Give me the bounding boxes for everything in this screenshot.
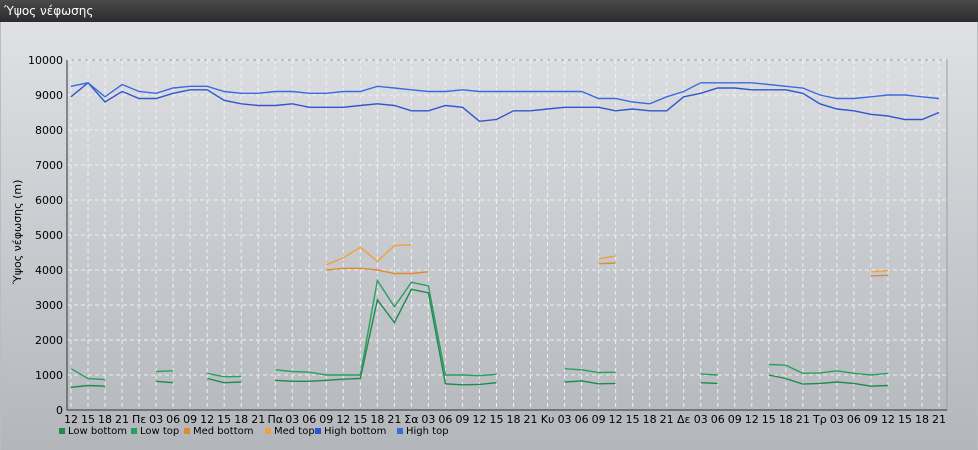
legend-label-1: Low top: [140, 426, 179, 437]
x-tick-label-46: 06: [847, 413, 861, 426]
x-tick-label-32: 12: [609, 413, 623, 426]
x-tick-label-15: 09: [319, 413, 333, 426]
x-tick-label-42: 18: [779, 413, 793, 426]
x-tick-label-2: 18: [98, 413, 112, 426]
x-tick-label-21: 03: [421, 413, 435, 426]
legend-swatch-3: [265, 428, 271, 434]
x-tick-label-44: Τρ: [812, 413, 827, 426]
x-tick-label-9: 15: [217, 413, 231, 426]
y-tick-label-10: 10000: [28, 54, 63, 67]
x-tick-label-47: 09: [864, 413, 878, 426]
x-tick-label-10: 18: [234, 413, 248, 426]
chart-grid: [66, 59, 948, 411]
window-title: Ύψος νέφωσης: [4, 4, 94, 18]
y-tick-label-6: 6000: [35, 194, 63, 207]
x-tick-label-49: 15: [898, 413, 912, 426]
x-tick-label-0: 12: [64, 413, 78, 426]
y-axis: 0 1000 2000 3000 4000 5000 6000 7000 8000 9000 100…: [28, 54, 63, 417]
x-tick-label-48: 12: [881, 413, 895, 426]
chart-panel: 0 1000 2000 3000 4000 5000 6000 7000 8000 9000 100…: [1, 22, 977, 450]
series-line-low-bottom: [70, 288, 888, 388]
legend-swatch-4: [315, 428, 321, 434]
x-tick-label-5: 03: [149, 413, 163, 426]
x-tick-label-50: 18: [915, 413, 929, 426]
x-tick-label-8: 12: [200, 413, 214, 426]
series-line-high-top: [70, 82, 940, 105]
x-tick-label-6: 06: [166, 413, 180, 426]
legend-swatch-1: [131, 428, 137, 434]
x-tick-label-33: 15: [626, 413, 640, 426]
y-tick-label-9: 9000: [35, 89, 63, 102]
legend-label-3: Med top: [274, 426, 315, 437]
chart-series: [70, 81, 940, 388]
y-tick-label-2: 2000: [35, 334, 63, 347]
x-tick-label-4: Πε: [132, 413, 146, 426]
x-tick-label-18: 18: [370, 413, 384, 426]
y-tick-label-0: 0: [56, 404, 63, 417]
y-tick-label-8: 8000: [35, 124, 63, 137]
y-tick-label-1: 1000: [35, 369, 63, 382]
x-tick-label-23: 09: [455, 413, 469, 426]
x-tick-label-22: 06: [438, 413, 452, 426]
x-tick-label-11: 21: [251, 413, 265, 426]
x-tick-label-43: 21: [796, 413, 810, 426]
x-tick-label-41: 15: [762, 413, 776, 426]
x-tick-label-17: 15: [353, 413, 367, 426]
legend-label-4: High bottom: [324, 426, 386, 437]
x-tick-label-26: 18: [507, 413, 521, 426]
x-tick-label-16: 12: [336, 413, 350, 426]
y-tick-label-4: 4000: [35, 264, 63, 277]
legend-swatch-2: [184, 428, 190, 434]
x-tick-label-27: 21: [524, 413, 538, 426]
x-tick-label-39: 09: [728, 413, 742, 426]
x-tick-label-45: 03: [830, 413, 844, 426]
chart-legend: Low bottom Low top Med bottom Med top High b…: [59, 426, 449, 437]
x-tick-label-24: 12: [472, 413, 486, 426]
x-tick-label-35: 21: [660, 413, 674, 426]
x-tick-label-40: 12: [745, 413, 759, 426]
x-tick-label-14: 06: [302, 413, 316, 426]
x-tick-label-12: Πα: [267, 413, 283, 426]
y-tick-label-3: 3000: [35, 299, 63, 312]
series-line-low-top: [70, 278, 888, 381]
x-tick-label-20: Σα: [404, 413, 418, 426]
y-tick-label-5: 5000: [35, 229, 63, 242]
legend-swatch-5: [397, 428, 403, 434]
x-tick-label-13: 03: [285, 413, 299, 426]
series-line-med-bottom: [326, 262, 888, 277]
x-tick-label-38: 06: [711, 413, 725, 426]
x-tick-label-19: 21: [387, 413, 401, 426]
x-tick-label-25: 15: [489, 413, 503, 426]
x-tick-label-30: 06: [575, 413, 589, 426]
x-tick-label-34: 18: [643, 413, 657, 426]
x-tick-label-51: 21: [932, 413, 946, 426]
x-axis: 12 15 18 21 Πε 03 06 09 12 15 18 21 Πα 03 06 09 12 15 18 21…: [64, 413, 946, 426]
legend-label-2: Med bottom: [193, 426, 253, 437]
series-line-high-bottom: [70, 81, 940, 123]
plot-area: [66, 59, 948, 411]
legend-swatch-0: [59, 428, 65, 434]
series-line-med-top: [326, 244, 888, 273]
x-tick-label-28: Κυ: [541, 413, 555, 426]
x-tick-label-37: 03: [694, 413, 708, 426]
y-tick-label-7: 7000: [35, 159, 63, 172]
y-axis-label: Ύψος νέφωσης (m): [11, 180, 24, 286]
legend-label-0: Low bottom: [68, 426, 127, 437]
window-titlebar: Ύψος νέφωσης: [0, 0, 978, 22]
x-tick-label-36: Δε: [677, 413, 691, 426]
x-tick-label-7: 09: [183, 413, 197, 426]
legend-label-5: High top: [406, 426, 449, 437]
x-tick-label-31: 09: [592, 413, 606, 426]
x-tick-label-29: 03: [558, 413, 572, 426]
x-tick-label-1: 15: [81, 413, 95, 426]
x-tick-label-3: 21: [115, 413, 129, 426]
cloud-height-chart: 0 1000 2000 3000 4000 5000 6000 7000 8000 9000 100…: [11, 54, 948, 437]
